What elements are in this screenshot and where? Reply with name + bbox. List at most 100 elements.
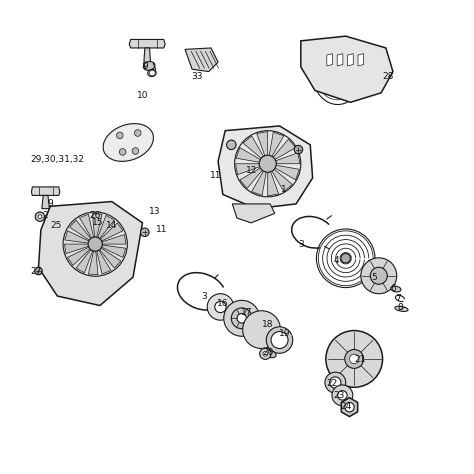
Ellipse shape	[395, 306, 408, 311]
Polygon shape	[129, 39, 165, 48]
Polygon shape	[347, 54, 353, 66]
Polygon shape	[42, 195, 49, 209]
Text: 17: 17	[241, 308, 252, 317]
Circle shape	[100, 219, 109, 227]
Polygon shape	[80, 214, 94, 238]
Polygon shape	[358, 54, 364, 66]
Text: 28: 28	[383, 72, 394, 81]
Text: 26: 26	[90, 211, 101, 220]
Circle shape	[325, 372, 346, 393]
Text: 9: 9	[47, 200, 53, 209]
Text: 9: 9	[142, 63, 148, 72]
Circle shape	[332, 385, 353, 406]
Circle shape	[345, 402, 354, 412]
Circle shape	[326, 330, 383, 387]
Text: 29,30,31,32: 29,30,31,32	[30, 155, 84, 164]
Text: 15: 15	[92, 219, 103, 228]
Polygon shape	[243, 136, 264, 158]
Polygon shape	[67, 247, 90, 265]
Circle shape	[135, 130, 141, 137]
Polygon shape	[92, 213, 102, 237]
Circle shape	[119, 149, 126, 155]
Circle shape	[35, 267, 42, 275]
Circle shape	[271, 331, 288, 348]
Circle shape	[329, 377, 341, 388]
Circle shape	[294, 146, 303, 154]
Polygon shape	[185, 48, 218, 72]
Polygon shape	[236, 164, 260, 175]
Circle shape	[224, 301, 260, 336]
Circle shape	[38, 215, 42, 219]
Polygon shape	[232, 204, 275, 223]
Text: 7: 7	[395, 294, 401, 303]
Circle shape	[117, 132, 123, 139]
Circle shape	[231, 308, 252, 328]
Polygon shape	[257, 132, 268, 156]
Text: 2: 2	[43, 211, 48, 220]
Text: 21: 21	[354, 356, 365, 365]
Circle shape	[237, 314, 246, 323]
Polygon shape	[337, 54, 343, 66]
Text: 10: 10	[137, 91, 148, 100]
Circle shape	[243, 311, 281, 348]
Text: 4: 4	[333, 256, 339, 265]
Polygon shape	[98, 215, 114, 238]
Polygon shape	[269, 132, 284, 156]
Text: 23: 23	[333, 391, 344, 400]
Polygon shape	[70, 220, 91, 240]
Polygon shape	[272, 169, 292, 191]
Circle shape	[35, 212, 45, 221]
Polygon shape	[100, 248, 121, 268]
Polygon shape	[341, 398, 358, 417]
Text: 16: 16	[217, 299, 228, 308]
Circle shape	[259, 155, 276, 172]
Polygon shape	[31, 187, 60, 195]
Circle shape	[207, 294, 234, 320]
Polygon shape	[97, 250, 111, 274]
Text: 8: 8	[397, 303, 403, 312]
Ellipse shape	[148, 69, 156, 77]
Circle shape	[345, 349, 364, 368]
Text: 27: 27	[30, 266, 42, 275]
Ellipse shape	[143, 62, 155, 70]
Circle shape	[266, 327, 293, 353]
Text: 3: 3	[201, 292, 207, 301]
Polygon shape	[275, 165, 300, 180]
Text: 12: 12	[246, 166, 257, 175]
Polygon shape	[38, 201, 143, 306]
Circle shape	[132, 148, 139, 155]
Text: 14: 14	[106, 221, 118, 230]
Circle shape	[337, 391, 347, 400]
Text: 3: 3	[298, 239, 304, 248]
Circle shape	[150, 70, 155, 76]
Circle shape	[89, 212, 97, 219]
Ellipse shape	[53, 207, 59, 212]
Polygon shape	[252, 171, 266, 195]
Polygon shape	[268, 172, 279, 196]
Polygon shape	[65, 231, 89, 243]
Polygon shape	[88, 251, 98, 275]
Text: 11: 11	[155, 226, 167, 235]
Ellipse shape	[391, 286, 401, 292]
Text: 20: 20	[262, 348, 273, 357]
Text: 11: 11	[210, 171, 221, 180]
Polygon shape	[76, 250, 93, 273]
Polygon shape	[327, 54, 332, 66]
Text: 5: 5	[371, 273, 377, 282]
Text: 6: 6	[390, 284, 396, 293]
Circle shape	[111, 221, 116, 226]
Text: 19: 19	[279, 329, 290, 338]
Circle shape	[84, 207, 101, 224]
Circle shape	[141, 228, 149, 237]
Polygon shape	[273, 139, 296, 159]
Polygon shape	[102, 235, 126, 244]
Ellipse shape	[266, 351, 276, 358]
Circle shape	[227, 140, 236, 150]
Circle shape	[370, 267, 387, 284]
Circle shape	[361, 258, 397, 294]
Circle shape	[349, 354, 359, 364]
Polygon shape	[218, 126, 313, 209]
Text: 18: 18	[262, 320, 273, 329]
Circle shape	[103, 221, 107, 225]
Text: 24: 24	[340, 401, 351, 410]
